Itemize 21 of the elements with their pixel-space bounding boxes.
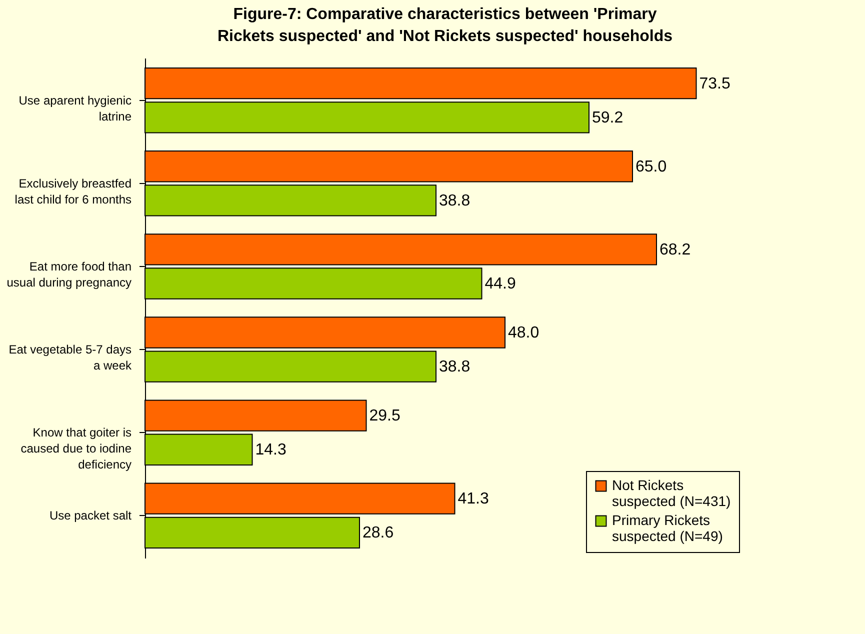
data-label: 38.8 <box>439 358 470 376</box>
data-label: 59.2 <box>592 109 624 126</box>
data-label: 38.8 <box>439 192 470 210</box>
data-label: 65.0 <box>636 158 667 176</box>
data-label: 29.5 <box>369 408 400 425</box>
data-label: 28.6 <box>362 524 394 542</box>
y-tick-label: Eat more food than usual during pregnancy <box>6 259 132 290</box>
y-tick-label: Eat vegetable 5-7 days a week <box>8 342 132 373</box>
y-tick-label: Use packet salt <box>49 508 132 523</box>
legend-label: Primary Rickets suspected (N=49) <box>612 512 723 544</box>
y-tick-label: Use aparent hygienic latrine <box>18 93 132 124</box>
data-label: 73.5 <box>699 75 730 92</box>
data-label: 44.9 <box>484 276 516 293</box>
chart-title: Figure-7: Comparative characteristics between 'Primary Rickets suspected' and 'Not Rickets suspected' households <box>217 6 673 45</box>
legend-label: Not Rickets suspected (N=431) <box>612 477 731 509</box>
data-label: 48.0 <box>508 324 540 342</box>
y-tick-label: Know that goiter is caused due to iodine deficiency <box>20 426 132 472</box>
data-label: 68.2 <box>660 241 691 258</box>
data-label: 14.3 <box>255 442 286 459</box>
y-tick-label: Exclusively breastfed last child for 6 months <box>14 176 132 206</box>
data-label: 41.3 <box>458 490 489 508</box>
